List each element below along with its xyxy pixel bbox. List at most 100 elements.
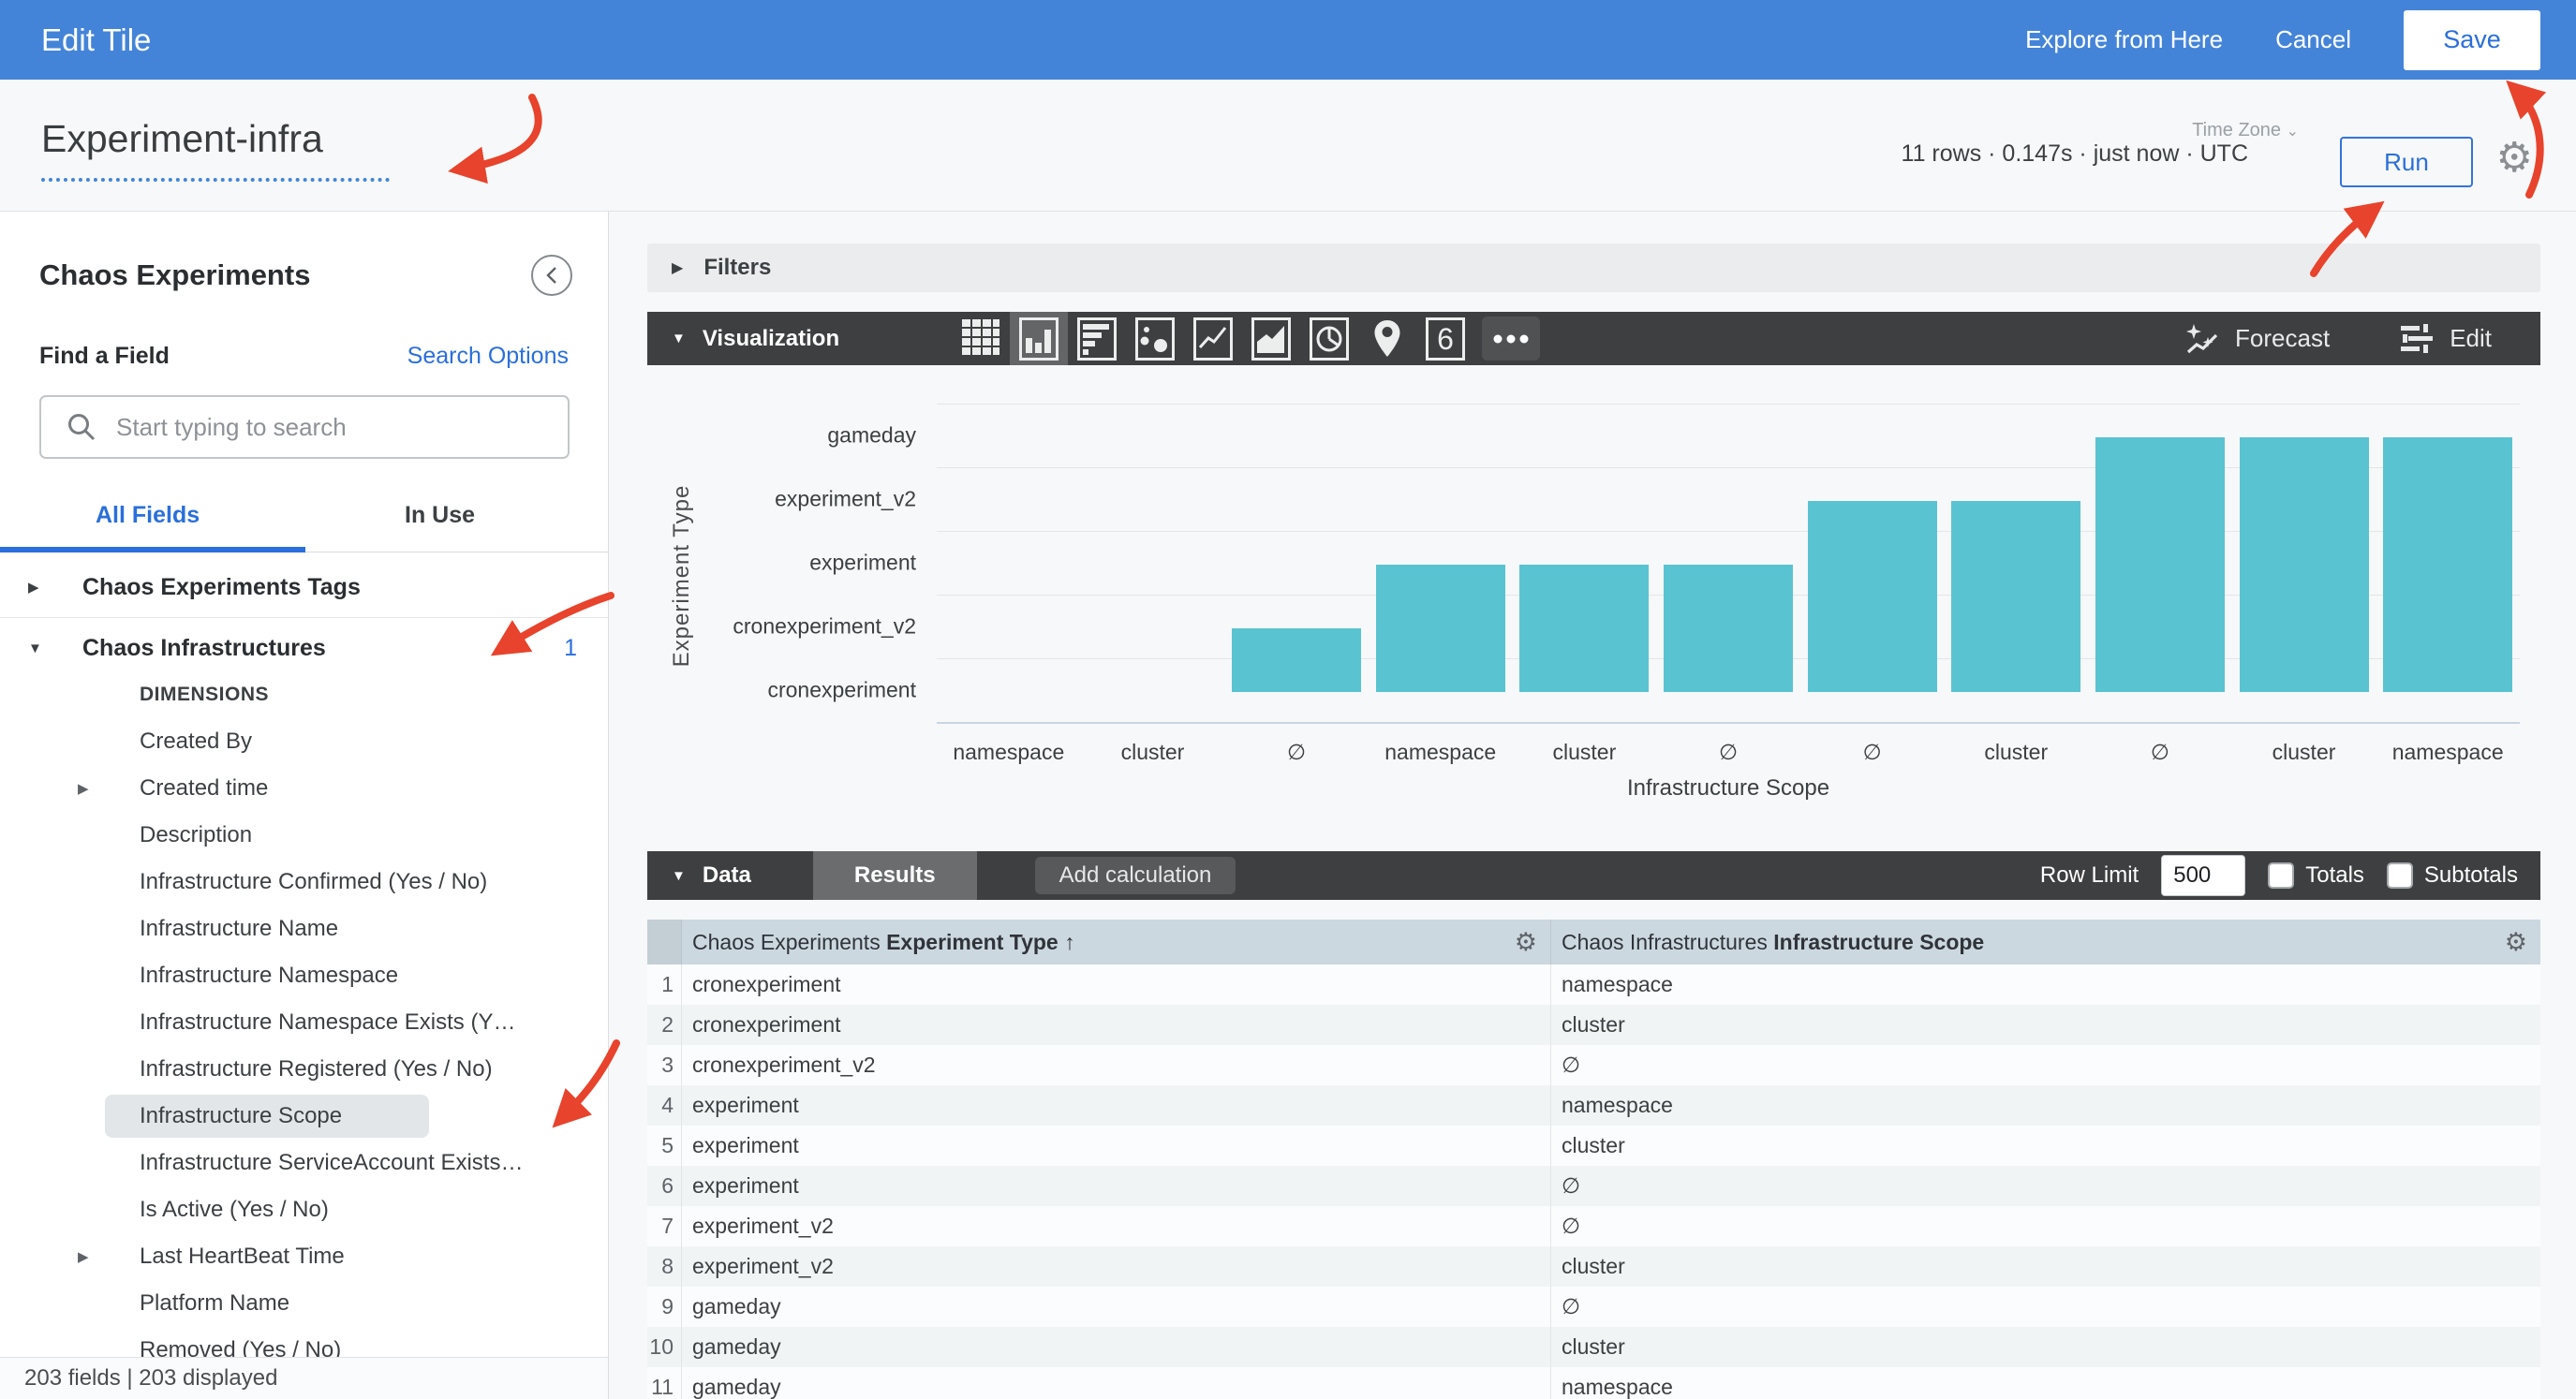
field-item-description[interactable]: Description [0,812,608,859]
field-search-box[interactable] [39,395,570,459]
chart-bar[interactable] [1664,565,1793,692]
table-row[interactable]: 1 cronexperiment namespace [647,965,2540,1005]
field-item-created-by[interactable]: Created By [0,718,608,765]
chevron-collapsed-icon[interactable]: ▶ [78,1249,89,1265]
results-tab[interactable]: Results [812,851,977,900]
field-item-infrastructure-scope[interactable]: Infrastructure Scope [0,1093,608,1140]
table-row[interactable]: 3 cronexperiment_v2 ∅ [647,1045,2540,1085]
field-group-chaos-experiments-tags[interactable]: ▶ Chaos Experiments Tags [0,564,608,611]
cell-experiment-type: experiment_v2 [682,1206,1551,1246]
table-row[interactable]: 8 experiment_v2 cluster [647,1246,2540,1287]
field-item-infrastructure-registered-yes-no-[interactable]: Infrastructure Registered (Yes / No) [0,1046,608,1093]
filters-section-header[interactable]: ▶ Filters [647,243,2540,292]
single-value-icon[interactable]: 6 [1416,312,1474,365]
column-chart-icon[interactable] [1010,312,1069,365]
column1-gear-icon[interactable]: ⚙ [1514,927,1537,956]
collapse-data-icon[interactable]: ▼ [672,867,686,884]
viz-type-picker: 6 [952,312,1541,365]
table-icon[interactable] [952,312,1010,365]
field-item-removed-yes-no-[interactable]: Removed (Yes / No) [0,1327,608,1357]
bar-chart-icon[interactable] [1068,312,1126,365]
more-viz-types-icon[interactable] [1482,317,1541,361]
table-row[interactable]: 11 gameday namespace [647,1367,2540,1399]
table-row[interactable]: 10 gameday cluster [647,1327,2540,1367]
row-number: 2 [647,1005,682,1045]
table-row[interactable]: 9 gameday ∅ [647,1287,2540,1327]
tile-name-input[interactable]: Experiment-infra [41,117,390,182]
subtotals-checkbox[interactable] [2386,862,2413,889]
line-chart-icon[interactable] [1184,312,1242,365]
search-options-link[interactable]: Search Options [407,343,569,369]
visualization-section-header: ▼ Visualization [647,312,2540,365]
field-item-is-active-yes-no-[interactable]: Is Active (Yes / No) [0,1186,608,1233]
column-header-experiment-type[interactable]: Chaos Experiments Experiment Type ↑ ⚙ [682,920,1551,965]
row-limit-label: Row Limit [2039,862,2139,888]
totals-checkbox[interactable] [2268,862,2295,889]
tab-in-use[interactable]: In Use [405,502,476,528]
cell-infrastructure-scope: namespace [1562,972,1673,996]
tab-all-fields[interactable]: All Fields [96,502,200,528]
results-table: Chaos Experiments Experiment Type ↑ ⚙ Ch… [647,920,2540,1399]
search-input[interactable] [116,412,510,442]
table-row[interactable]: 5 experiment cluster [647,1126,2540,1166]
chevron-expanded-icon[interactable]: ▼ [28,640,42,656]
collapse-visualization-icon[interactable]: ▼ [672,331,686,346]
column-header-infrastructure-scope[interactable]: Chaos Infrastructures Infrastructure Sco… [1562,927,2527,956]
explore-from-here-link[interactable]: Explore from Here [2025,25,2224,53]
field-item-infrastructure-serviceaccount-exists-[interactable]: Infrastructure ServiceAccount Exists… [0,1140,608,1186]
row-number: 3 [647,1045,682,1085]
pie-chart-icon[interactable] [1300,312,1358,365]
column2-gear-icon[interactable]: ⚙ [2504,927,2527,956]
chart-bar[interactable] [2239,437,2369,692]
table-row[interactable]: 4 experiment namespace [647,1085,2540,1126]
field-item-infrastructure-namespace-exists-y-[interactable]: Infrastructure Namespace Exists (Y… [0,999,608,1046]
collapse-sidebar-button[interactable] [531,255,572,296]
field-item-infrastructure-namespace[interactable]: Infrastructure Namespace [0,952,608,999]
run-button[interactable]: Run [2340,137,2473,187]
query-gear-icon[interactable]: ⚙ [2495,135,2533,181]
search-icon [68,414,96,441]
timezone-selector[interactable]: Time Zone ⌄ [2192,120,2299,140]
top-bar: Edit Tile Explore from Here Cancel Save [0,0,2576,80]
map-pin-icon[interactable] [1358,312,1416,365]
chart-bar[interactable] [2095,437,2225,692]
row-limit-input[interactable] [2161,855,2246,896]
field-group-chaos-infrastructures[interactable]: ▼ Chaos Infrastructures 1 [0,625,608,671]
field-item-infrastructure-name[interactable]: Infrastructure Name [0,906,608,952]
forecast-button[interactable]: Forecast [2183,322,2330,356]
field-item-infrastructure-confirmed-yes-no-[interactable]: Infrastructure Confirmed (Yes / No) [0,859,608,906]
find-a-field-label: Find a Field [39,343,170,369]
chart-bar[interactable] [1951,501,2081,692]
scatter-plot-icon[interactable] [1126,312,1184,365]
chart-bar[interactable] [1807,501,1937,692]
cancel-button[interactable]: Cancel [2275,25,2351,53]
subtotals-checkbox-group[interactable]: Subtotals [2386,862,2518,889]
table-row[interactable]: 7 experiment_v2 ∅ [647,1206,2540,1246]
chart-bar[interactable] [1375,565,1505,692]
y-axis-tick-label: gameday [827,422,916,448]
save-button[interactable]: Save [2404,9,2540,70]
cell-experiment-type: experiment [682,1126,1551,1166]
area-chart-icon[interactable] [1242,312,1300,365]
field-item-label: Removed (Yes / No) [140,1337,342,1357]
column-chart: Experiment Type Infrastructure Scope cro… [647,365,2540,851]
field-item-label: Infrastructure Confirmed (Yes / No) [140,869,488,894]
cell-infrastructure-scope: cluster [1562,1133,1625,1157]
table-row[interactable]: 2 cronexperiment cluster [647,1005,2540,1045]
field-item-created-time[interactable]: ▶ Created time [0,765,608,812]
explore-view-title: Chaos Experiments [39,258,311,291]
query-stats: 11 rows · 0.147s · just now · UTC [1901,140,2248,167]
add-calculation-button[interactable]: Add calculation [1034,857,1236,894]
dimensions-heading: DIMENSIONS [140,684,270,705]
chevron-collapsed-icon[interactable]: ▶ [78,781,89,797]
field-item-last-heartbeat-time[interactable]: ▶ Last HeartBeat Time [0,1233,608,1280]
chart-bar[interactable] [1519,565,1650,692]
chevron-collapsed-icon[interactable]: ▶ [28,580,39,596]
totals-checkbox-group[interactable]: Totals [2268,862,2364,889]
chart-bar[interactable] [1232,628,1362,692]
field-item-label: Infrastructure Namespace Exists (Y… [140,1009,516,1035]
table-row[interactable]: 6 experiment ∅ [647,1166,2540,1206]
edit-viz-button[interactable]: Edit [2399,323,2492,355]
field-item-platform-name[interactable]: Platform Name [0,1280,608,1327]
chart-bar[interactable] [2383,437,2513,692]
